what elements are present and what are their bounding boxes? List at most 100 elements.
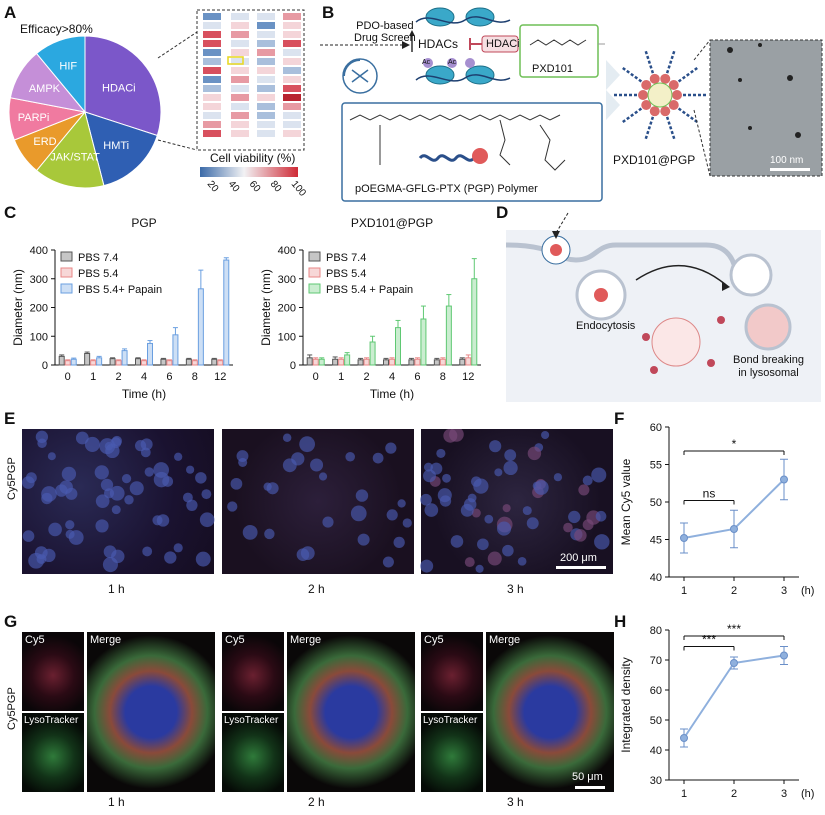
bar-1-0	[64, 360, 71, 366]
y-tick-label: 40	[650, 572, 662, 584]
panel-letter-c: C	[4, 203, 17, 222]
x-axis-label: Time (h)	[122, 387, 166, 401]
data-point-1	[730, 525, 738, 533]
heatmap-cell	[283, 130, 301, 137]
bar-2-4	[172, 334, 179, 366]
bar-2-2	[121, 350, 128, 366]
g-cy5-3	[421, 632, 483, 711]
g-cy5-label-2: Cy5	[225, 634, 245, 646]
y-tick-label: 400	[278, 245, 296, 257]
data-point-2	[780, 651, 788, 660]
bar-1-5	[191, 360, 198, 366]
heatmap-cell	[203, 67, 221, 74]
bar-2-5	[445, 305, 452, 366]
bar-0-6	[211, 358, 218, 366]
g-cy5-1	[22, 632, 84, 711]
bar-1-5	[439, 358, 446, 366]
bar-2-4	[420, 318, 427, 366]
heatmap-cell	[283, 67, 301, 74]
data-point-0	[680, 534, 688, 542]
panel-b-scheme	[320, 7, 823, 202]
bar-0-2	[357, 359, 364, 366]
y-tick-label: 0	[290, 360, 296, 372]
panel-e-row-label: Cy5PGP	[6, 457, 18, 500]
polymer-label: pOEGMA-GFLG-PTX (PGP) Polymer	[355, 183, 538, 195]
x-tick-label: 8	[192, 371, 198, 383]
x-tick-label: 8	[440, 371, 446, 383]
y-axis-label: Diameter (nm)	[259, 269, 273, 346]
significance-label: ***	[727, 622, 741, 636]
pie-label-5: AMPK	[29, 83, 61, 95]
ac-label-1: Ac	[422, 59, 431, 66]
panel-letter-g: G	[4, 612, 18, 631]
pie-slice-0	[84, 35, 162, 137]
pie-label-0: HDACi	[102, 82, 136, 94]
heatmap-cell	[203, 58, 221, 65]
heatmap-cell	[257, 67, 275, 74]
x-tick-label: 2	[731, 788, 737, 800]
bar-0-3	[135, 358, 141, 366]
g-cy5-label-3: Cy5	[424, 634, 444, 646]
bar-2-3	[147, 342, 153, 366]
heatmap-cell	[231, 112, 249, 119]
g-lyso-label-1: LysoTracker	[24, 715, 79, 726]
heatmap-cell	[283, 31, 301, 38]
panel-letter-e: E	[4, 409, 16, 428]
x-tick-label: 6	[166, 371, 172, 383]
bar-0-2	[109, 358, 116, 366]
heatmap-cell	[203, 121, 221, 128]
heatmap-cell	[283, 112, 301, 119]
panel-e-time-1: 1 h	[108, 582, 125, 596]
pie-slice-6	[35, 35, 86, 114]
heatmap-cell	[231, 94, 249, 101]
legend-entry-2: PBS 5.4+ Papain	[78, 284, 162, 296]
x-unit-label: (h)	[801, 788, 814, 800]
y-tick-label: 100	[278, 331, 296, 343]
x-tick-label: 2	[116, 371, 122, 383]
nano-label: PXD101@PGP	[613, 153, 696, 167]
heatmap-cell	[203, 40, 221, 47]
x-tick-label: 0	[65, 371, 71, 383]
g-lyso-2	[222, 713, 284, 792]
bond-line1: Bond breaking	[733, 354, 804, 366]
y-tick-label: 45	[650, 535, 662, 547]
bar-0-0	[306, 357, 313, 366]
heatmap-cell	[231, 85, 249, 92]
colorbar-tick: 40	[226, 179, 242, 195]
heatmap-cell	[257, 13, 275, 20]
x-tick-label: 1	[681, 788, 687, 800]
y-tick-label: 100	[30, 331, 48, 343]
g-lyso-3	[421, 713, 483, 792]
heatmap-cell	[231, 13, 249, 20]
heatmap-cell	[203, 103, 221, 110]
bar-2-1	[96, 357, 103, 366]
y-tick-label: 300	[30, 274, 48, 286]
bond-breaking-label: Bond breaking in lysosomal	[733, 354, 804, 380]
pie-label-2: JAK/STAT	[50, 152, 100, 164]
tem-scale-label: 100 nm	[770, 155, 804, 166]
heatmap-cell	[203, 94, 221, 101]
micrograph-e-2h	[222, 429, 414, 574]
colorbar-tick: 100	[289, 179, 308, 199]
bond-line2: in lysosomal	[738, 367, 799, 379]
x-tick-label: 4	[141, 371, 147, 383]
x-tick-label: 12	[214, 371, 226, 383]
heatmap-cell	[257, 112, 275, 119]
chart-mean-cy5: 40 45 50 55 60 Mean Cy5 value 1 2 3 (h) ns *	[619, 422, 814, 597]
heatmap-cell	[231, 22, 249, 29]
legend-entry-1: PBS 5.4	[78, 268, 118, 280]
x-tick-label: 12	[462, 371, 474, 383]
bar-1-6	[217, 360, 224, 366]
colorbar-tick: 80	[268, 179, 284, 195]
panel-g-time-2: 2 h	[308, 795, 325, 809]
legend-entry-2: PBS 5.4 + Papain	[326, 284, 413, 296]
panel-g-time-1: 1 h	[108, 795, 125, 809]
pie-slice-2	[35, 110, 105, 189]
micrograph-e-cells	[22, 429, 610, 573]
heatmap-cell	[283, 58, 301, 65]
heatmap-cell	[203, 13, 221, 20]
colorbar-tick: 60	[247, 179, 263, 195]
heatmap-cell	[257, 49, 275, 56]
y-tick-label: 50	[650, 715, 662, 727]
